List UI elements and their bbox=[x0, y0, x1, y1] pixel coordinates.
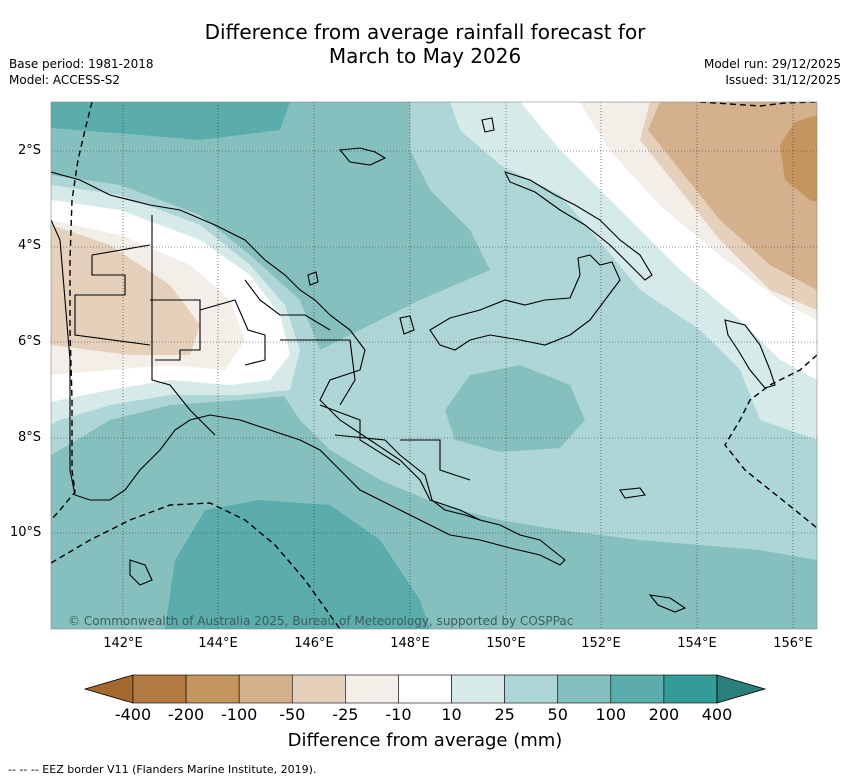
lon-label-154e: 154°E bbox=[677, 636, 717, 651]
colorbar-tick-label: -400 bbox=[114, 705, 152, 724]
lat-label-2s: 2°S bbox=[18, 143, 42, 158]
colorbar-tick-label: 200 bbox=[648, 705, 680, 724]
colorbar-tick-label: 100 bbox=[595, 705, 627, 724]
issued-date: Issued: 31/12/2025 bbox=[725, 73, 841, 87]
colorbar-segment bbox=[504, 674, 559, 704]
colorbar-extend-low bbox=[83, 674, 134, 704]
eez-south bbox=[51, 502, 341, 629]
province-borders bbox=[74, 244, 401, 466]
colorbar-segment bbox=[291, 674, 346, 704]
island-louisiade bbox=[648, 594, 687, 613]
model-run: Model run: 29/12/2025 bbox=[703, 57, 841, 71]
eez-north-east bbox=[699, 102, 817, 107]
bougainville-coast bbox=[724, 319, 776, 389]
eez-footnote: -- -- -- EEZ border V11 (Flanders Marine… bbox=[8, 763, 317, 776]
map-frame bbox=[50, 101, 818, 630]
base-period: Base period: 1981-2018 bbox=[9, 57, 154, 71]
lat-label-8s: 8°S bbox=[18, 430, 42, 445]
colorbar-segment bbox=[451, 674, 505, 704]
band-50-100-pocket bbox=[445, 365, 585, 452]
band-neutral-east bbox=[520, 102, 817, 380]
colorbar-tick-label: -50 bbox=[279, 705, 306, 724]
colorbar-extend-high bbox=[716, 674, 767, 704]
colorbar-segment bbox=[185, 674, 240, 704]
title-line-2: March to May 2026 bbox=[328, 44, 522, 68]
international-border bbox=[151, 215, 216, 436]
rainfall-field bbox=[51, 102, 817, 629]
lon-label-144e: 144°E bbox=[198, 636, 238, 651]
band-minus200 bbox=[780, 115, 817, 202]
band-minus100 bbox=[648, 102, 817, 290]
colorbar-segment bbox=[557, 674, 612, 704]
band-100-200-north bbox=[51, 102, 290, 140]
colorbar-tick-label: -100 bbox=[221, 705, 258, 724]
lon-label-156e: 156°E bbox=[773, 636, 813, 651]
meta-right: Model run: 29/12/2025 Issued: 31/12/2025 bbox=[704, 56, 841, 88]
colorbar-segment bbox=[663, 674, 718, 704]
new-britain-coast bbox=[429, 254, 621, 351]
map-title: Difference from average rainfall forecas… bbox=[0, 20, 850, 68]
province-borders-east bbox=[334, 434, 481, 521]
lat-label-6s: 6°S bbox=[18, 334, 42, 349]
band-25-50 bbox=[280, 102, 817, 560]
eez-borders bbox=[51, 102, 817, 629]
meta-left: Base period: 1981-2018 Model: ACCESS-S2 bbox=[9, 56, 154, 88]
colorbar bbox=[83, 674, 767, 704]
eez-east bbox=[724, 354, 817, 529]
colorbar-tick-label: 50 bbox=[547, 705, 568, 724]
colorbar-title: Difference from average (mm) bbox=[287, 730, 563, 751]
colorbar-tick-label: 400 bbox=[701, 705, 733, 724]
lat-label-4s: 4°S bbox=[18, 238, 42, 253]
colorbar-segment bbox=[132, 674, 187, 704]
graticule bbox=[51, 102, 817, 629]
colorbar-segment bbox=[398, 674, 452, 704]
cape-york bbox=[129, 559, 153, 586]
lon-label-142e: 142°E bbox=[103, 636, 143, 651]
island-umboi bbox=[399, 315, 415, 335]
coastlines bbox=[51, 117, 776, 613]
lat-label-10s: 10°S bbox=[10, 525, 42, 540]
new-guinea-coast bbox=[51, 171, 566, 566]
island-karkar bbox=[307, 271, 319, 286]
title-line-1: Difference from average rainfall forecas… bbox=[204, 20, 646, 44]
colorbar-tick-label: -25 bbox=[332, 705, 359, 724]
colorbar-tick-label: -200 bbox=[167, 705, 205, 724]
colorbar-segment bbox=[238, 674, 293, 704]
colorbar-tick-label: 25 bbox=[494, 705, 515, 724]
lon-label-146e: 146°E bbox=[294, 636, 334, 651]
eez-west bbox=[51, 102, 93, 521]
lon-label-152e: 152°E bbox=[581, 636, 621, 651]
island-north bbox=[481, 117, 495, 133]
band-100-200-south bbox=[165, 500, 430, 629]
manus-coast bbox=[338, 147, 387, 166]
colorbar-tick-label: 10 bbox=[441, 705, 462, 724]
band-10-25-east bbox=[450, 102, 817, 440]
new-ireland-coast bbox=[503, 171, 653, 281]
lon-label-150e: 150°E bbox=[486, 636, 526, 651]
model-name: Model: ACCESS-S2 bbox=[9, 73, 121, 87]
colorbar-tick-label: -10 bbox=[385, 705, 412, 724]
copyright-notice: © Commonwealth of Australia 2025, Bureau… bbox=[68, 614, 574, 628]
colorbar-segment bbox=[345, 674, 399, 704]
colorbar-segment bbox=[610, 674, 665, 704]
island-trobriand bbox=[619, 487, 646, 499]
lon-label-148e: 148°E bbox=[390, 636, 430, 651]
